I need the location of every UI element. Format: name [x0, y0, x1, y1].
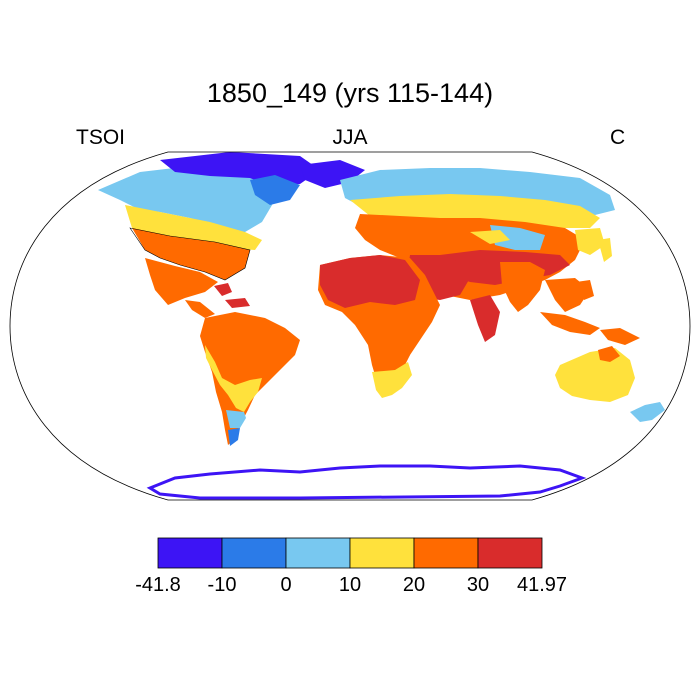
australia — [555, 346, 665, 422]
map-title: 1850_149 (yrs 115-144) — [206, 78, 494, 108]
colorbar-tick-label: -10 — [207, 574, 237, 596]
colorbar-box — [157, 537, 223, 569]
africa — [318, 255, 440, 398]
colorbar-tick-label: 30 — [466, 574, 490, 596]
colorbar-tick-label: 20 — [402, 574, 426, 596]
colorbar-tick-label: 0 — [280, 574, 292, 596]
variable-label: TSOI — [76, 126, 126, 149]
colorbar-box — [221, 537, 287, 569]
units-label: C — [610, 126, 626, 149]
south-america — [200, 312, 300, 446]
colorbar-box — [285, 537, 351, 569]
colorbar-tick-label: 41.97 — [516, 574, 568, 596]
colorbar-box — [477, 537, 543, 569]
map-boundary — [9, 151, 691, 501]
colorbar-box — [349, 537, 415, 569]
colorbar-box — [413, 537, 479, 569]
colorbar-tick-label: 10 — [338, 574, 362, 596]
season-label: JJA — [332, 126, 368, 149]
colorbar-tick-label: -41.8 — [135, 574, 181, 596]
north-america — [98, 152, 320, 318]
antarctica — [146, 464, 587, 500]
south-asia — [500, 238, 640, 345]
